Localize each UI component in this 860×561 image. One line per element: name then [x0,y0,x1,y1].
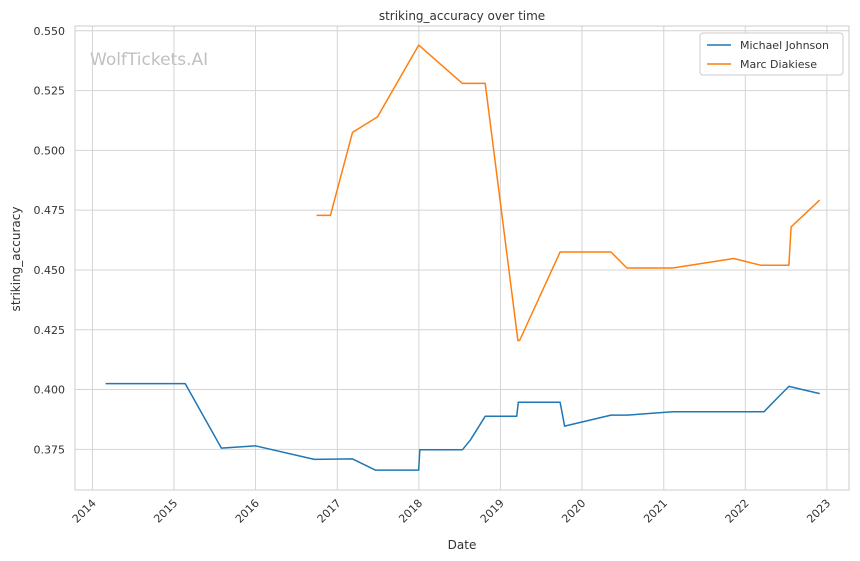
x-tick-label: 2014 [70,497,99,526]
x-tick-label: 2019 [478,497,507,526]
x-tick-label: 2023 [804,497,833,526]
y-tick-label: 0.450 [34,264,66,277]
x-tick-label: 2015 [151,497,180,526]
x-tick-label: 2020 [559,497,588,526]
x-tick-label: 2021 [641,497,670,526]
y-tick-label: 0.400 [34,384,66,397]
y-tick-label: 0.375 [34,443,66,456]
x-tick-label: 2022 [723,497,752,526]
series-line-michael-johnson [105,382,820,471]
grid [75,26,849,490]
x-tick-label: 2018 [396,497,425,526]
legend: Michael Johnson Marc Diakiese [699,32,844,76]
y-tick-labels: 0.375 0.400 0.425 0.450 0.475 0.500 0.525 0.550 [34,25,66,457]
watermark: WolfTickets.AI [90,50,208,70]
legend-box [699,32,844,76]
legend-label-marc-diakiese: Marc Diakiese [740,58,817,71]
series-line-marc-diakiese [316,44,821,342]
x-tick-label: 2016 [233,497,262,526]
legend-label-michael-johnson: Michael Johnson [740,39,829,52]
y-tick-label: 0.525 [34,85,66,98]
y-axis-label: striking_accuracy [9,207,23,312]
y-tick-label: 0.425 [34,324,66,337]
y-tick-label: 0.500 [34,144,66,157]
x-axis-label: Date [448,538,477,552]
y-tick-label: 0.550 [34,25,66,38]
y-tick-label: 0.475 [34,204,66,217]
plot-frame [74,25,850,491]
x-tick-labels: 2014 2015 2016 2017 2018 2019 2020 2021 2022 2023 [70,497,833,526]
series-lines [105,44,821,471]
x-tick-label: 2017 [315,497,344,526]
chart-title: striking_accuracy over time [379,9,545,23]
